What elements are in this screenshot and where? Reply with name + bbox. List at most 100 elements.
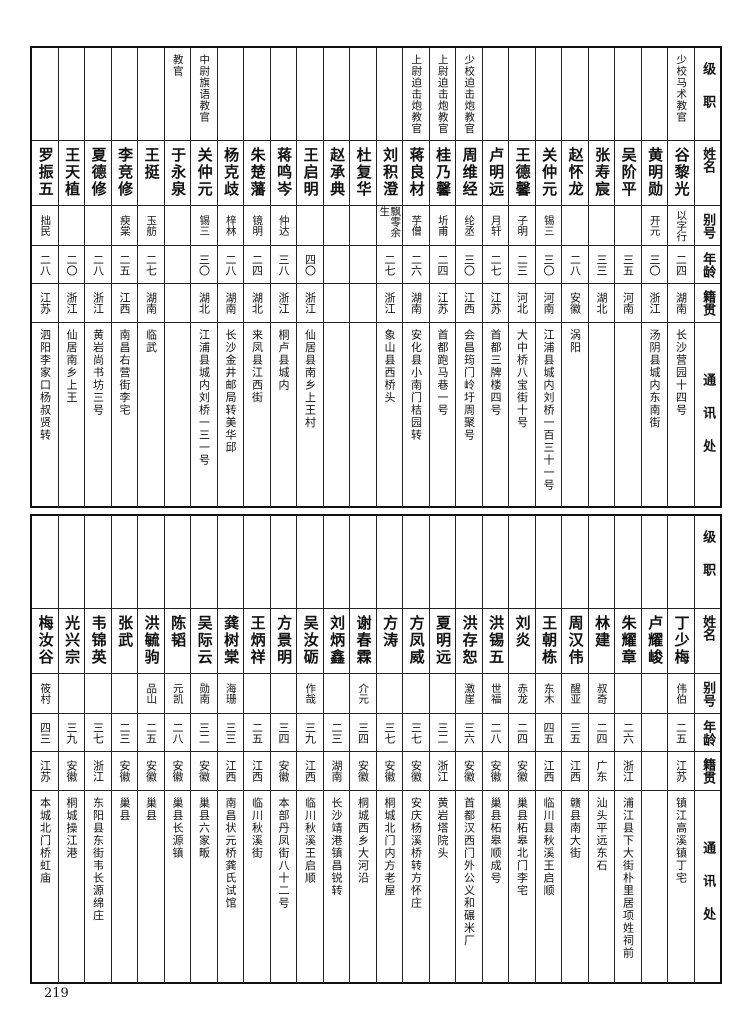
origin-cell: 江西 <box>244 752 270 791</box>
origin-text: 安徽 <box>515 760 529 782</box>
alias-cell: 醒亚 <box>562 674 588 714</box>
origin-cell: 安徽 <box>164 752 190 791</box>
person-column: 少校马术教官 谷黎光 以字行 二四 湖南 长沙营园十四号 <box>667 48 694 506</box>
alias-cell: 锡三 <box>191 206 217 246</box>
origin-cell: 浙江 <box>85 284 111 323</box>
origin-text: 江苏 <box>38 760 52 782</box>
person-column: 赵承典 <box>322 48 349 506</box>
age-text: 二七 <box>383 253 397 276</box>
rank-text: 上尉迫击炮教官 <box>410 54 423 135</box>
person-column: 卢明远 月轩 二七 江苏 首都三牌楼四号 <box>481 48 509 506</box>
alias-cell: 海珊 <box>217 674 243 714</box>
address-cell: 长沙靖港镇昌锐转 <box>324 791 350 982</box>
name-cell: 赵怀龙 <box>562 141 588 206</box>
origin-cell: 江苏 <box>429 284 455 323</box>
name-cell: 方凤威 <box>403 609 429 674</box>
address-text: 桐城北门内方老屋 <box>383 797 397 897</box>
age-text: 二四 <box>515 721 529 744</box>
name-text: 朱耀章 <box>619 615 638 666</box>
origin-text: 安徽 <box>356 760 370 782</box>
name-text: 卢明远 <box>487 147 506 198</box>
header-label: 别号 <box>700 680 716 707</box>
address-text: 涡阳 <box>568 329 582 354</box>
address-cell: 涡阳 <box>562 323 588 506</box>
name-cell: 谷黎光 <box>668 141 694 206</box>
name-cell: 卢耀峻 <box>641 609 667 674</box>
person-column: 王启明 四〇 浙江 仙居县南乡上王村 <box>296 48 323 506</box>
name-text: 蒋良材 <box>407 147 426 198</box>
age-text: 三二 <box>436 721 450 744</box>
alias-text: 子明 <box>516 215 529 236</box>
alias-cell: 作哉 <box>297 674 323 714</box>
alias-cell: 以字行 <box>668 206 694 246</box>
name-text: 王天植 <box>63 147 82 198</box>
address-cell: 首都三牌楼四号 <box>483 323 509 506</box>
rank-cell <box>270 516 296 609</box>
name-cell: 王天植 <box>58 141 84 206</box>
person-column: 洪存恕 激崖 三六 安徽 首都汉西门外公义和碾米厂 <box>455 516 482 982</box>
rank-cell <box>509 48 535 141</box>
alias-text: 玉舫 <box>145 215 158 236</box>
name-text: 周汉伟 <box>566 615 585 666</box>
rank-cell <box>138 48 164 141</box>
name-cell: 谢春霖 <box>350 609 376 674</box>
name-text: 关仲元 <box>540 147 559 198</box>
address-cell: 桐城西乡大河沿 <box>350 791 376 982</box>
alias-cell <box>323 206 349 246</box>
alias-cell <box>562 206 588 246</box>
alias-cell <box>403 674 429 714</box>
name-cell: 吴际云 <box>191 609 217 674</box>
name-cell: 朱耀章 <box>615 609 641 674</box>
name-cell: 方涛 <box>376 609 402 674</box>
age-cell: 三四 <box>270 714 296 752</box>
alias-text: 仲达 <box>277 215 290 236</box>
age-cell: 三七 <box>403 714 429 752</box>
rank-cell <box>350 516 376 609</box>
age-cell: 二五 <box>668 714 694 752</box>
name-cell: 王德馨 <box>509 141 535 206</box>
person-column: 刘炎 赤龙 二四 安徽 巢县柘皋北门李宅 <box>508 516 535 982</box>
origin-cell <box>350 284 376 323</box>
alias-cell <box>350 206 376 246</box>
origin-cell <box>323 284 349 323</box>
age-cell: 二七 <box>376 246 402 284</box>
header-cell: 姓名 <box>694 609 720 674</box>
alias-text: 圻甫 <box>436 215 449 236</box>
person-column: 张武 二三 安徽 巢县 <box>110 516 137 982</box>
origin-text: 浙江 <box>621 760 635 782</box>
name-cell: 刘炳鑫 <box>323 609 349 674</box>
address-cell: 会昌筠门岭圩周聚号 <box>456 323 482 506</box>
age-cell <box>641 714 667 752</box>
age-cell: 三五 <box>615 246 641 284</box>
age-cell: 二五 <box>111 246 137 284</box>
address-cell: 赣县南大街 <box>562 791 588 982</box>
alias-text: 介元 <box>357 683 370 704</box>
person-column: 刘炳鑫 二三 湖南 长沙靖港镇昌锐转 <box>322 516 350 982</box>
rank-cell: 少校迫击炮教官 <box>456 48 482 141</box>
origin-cell: 浙江 <box>58 284 84 323</box>
origin-text: 湖南 <box>224 292 238 314</box>
age-cell: 二三 <box>111 714 137 752</box>
alias-cell: 勋南 <box>191 674 217 714</box>
age-cell: 二八 <box>562 246 588 284</box>
name-cell: 龚树棠 <box>217 609 243 674</box>
alias-cell: 叔奇 <box>588 674 614 714</box>
rank-cell <box>668 516 694 609</box>
age-text: 四三 <box>38 721 52 744</box>
alias-cell <box>376 674 402 714</box>
address-text: 安化县小南门桔园转 <box>409 329 423 442</box>
alias-cell <box>429 674 455 714</box>
origin-cell: 江苏 <box>32 284 58 323</box>
age-text: 二八 <box>568 253 582 276</box>
name-text: 关仲元 <box>195 147 214 198</box>
address-text: 长沙金井邮局转美华邱 <box>224 329 238 454</box>
address-cell: 大中桥八宝街十号 <box>509 323 535 506</box>
origin-cell: 湖南 <box>668 284 694 323</box>
age-cell: 三七 <box>376 714 402 752</box>
origin-cell: 湖南 <box>217 284 243 323</box>
name-cell: 吴汝砺 <box>297 609 323 674</box>
rank-text: 少校迫击炮教官 <box>463 54 476 135</box>
name-cell: 朱楚藩 <box>244 141 270 206</box>
age-cell: 二六 <box>403 246 429 284</box>
age-cell: 二四 <box>429 246 455 284</box>
